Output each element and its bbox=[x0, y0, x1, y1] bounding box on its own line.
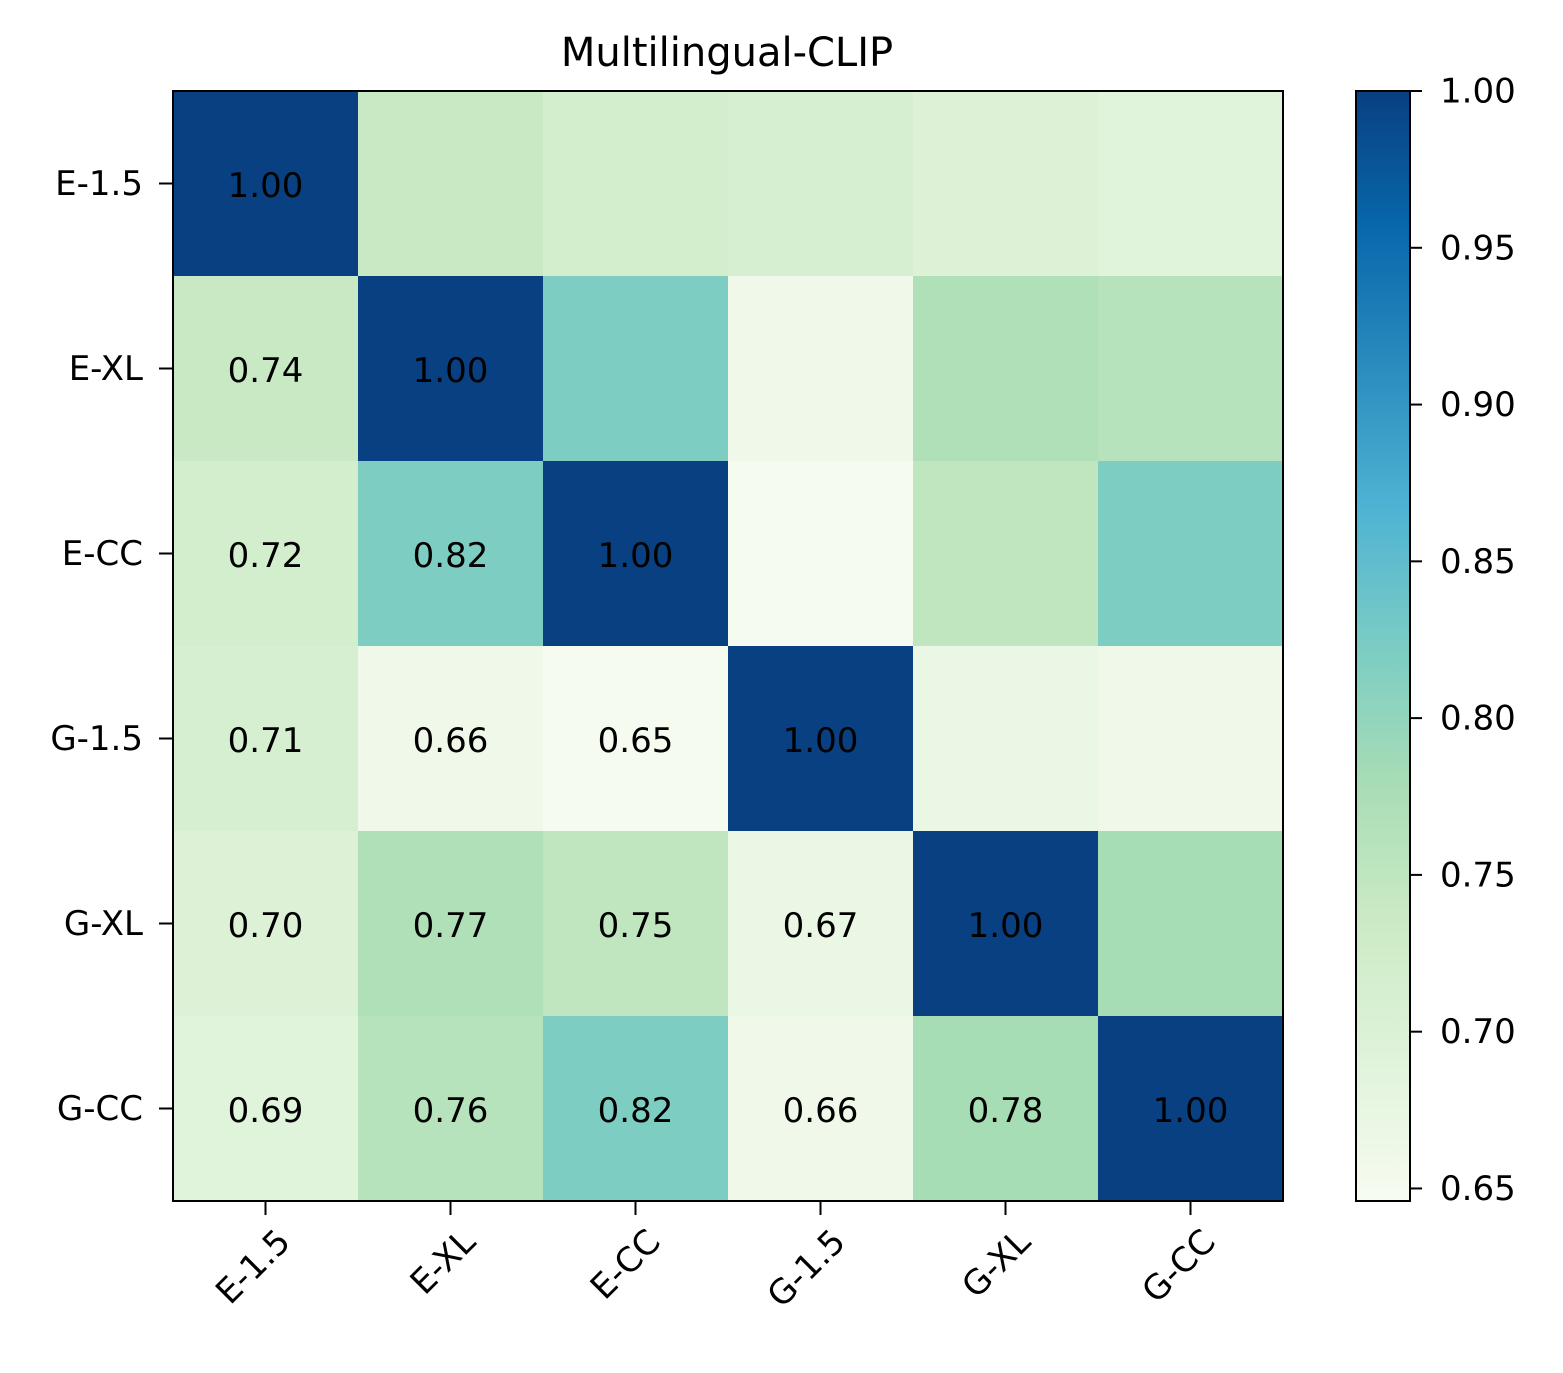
heatmap-cell bbox=[358, 831, 544, 1017]
colorbar-tick-label: 0.95 bbox=[1440, 228, 1516, 268]
heatmap-cell bbox=[173, 831, 359, 1017]
cell-value-label: 0.66 bbox=[413, 721, 489, 761]
heatmap-cell bbox=[913, 646, 1099, 832]
heatmap-cell bbox=[1098, 461, 1284, 647]
heatmap-cell bbox=[543, 276, 729, 462]
heatmap-cell bbox=[1098, 91, 1284, 277]
heatmap-cell bbox=[543, 646, 729, 832]
cell-value-label: 0.76 bbox=[413, 1091, 489, 1131]
heatmap-cell bbox=[1098, 276, 1284, 462]
cell-value-label: 1.00 bbox=[1153, 1091, 1229, 1131]
x-tick-label: G-1.5 bbox=[760, 1222, 854, 1316]
heatmap-cell bbox=[913, 831, 1099, 1017]
cell-value-label: 0.78 bbox=[968, 1091, 1044, 1131]
x-tick-label: E-CC bbox=[583, 1222, 669, 1308]
cell-value-label: 1.00 bbox=[783, 721, 859, 761]
y-tick-label: E-1.5 bbox=[55, 164, 143, 204]
heatmap-cell bbox=[1098, 1016, 1284, 1202]
heatmap-cell bbox=[913, 1016, 1099, 1202]
heatmap-cell bbox=[173, 646, 359, 832]
y-tick-label: G-1.5 bbox=[50, 719, 143, 759]
heatmap-cell bbox=[543, 461, 729, 647]
cell-value-label: 0.72 bbox=[228, 536, 304, 576]
colorbar-tick-label: 0.65 bbox=[1440, 1169, 1516, 1209]
cell-value-label: 0.82 bbox=[413, 536, 489, 576]
y-tick-label: E-XL bbox=[69, 349, 143, 389]
heatmap-cell bbox=[1098, 646, 1284, 832]
heatmap-cell bbox=[913, 461, 1099, 647]
heatmap-cell bbox=[543, 831, 729, 1017]
y-tick-label: G-CC bbox=[57, 1089, 143, 1129]
x-tick-label: E-1.5 bbox=[208, 1222, 298, 1312]
heatmap-annotations: 1.00 0.74 1.00 0.72 0.82 1.00 0.71 0.66 0.65 1.00… bbox=[228, 166, 1229, 1131]
x-tick-label: E-XL bbox=[403, 1222, 484, 1303]
heatmap-cell bbox=[358, 1016, 544, 1202]
heatmap-cell bbox=[543, 1016, 729, 1202]
cell-value-label: 0.66 bbox=[783, 1091, 859, 1131]
heatmap-cell bbox=[173, 1016, 359, 1202]
colorbar-tick-label: 1.00 bbox=[1440, 72, 1516, 112]
plot-frame bbox=[172, 90, 1284, 1202]
heatmap-cell bbox=[543, 91, 729, 277]
colorbar-gradient bbox=[1355, 90, 1411, 1202]
heatmap-cell bbox=[728, 831, 914, 1017]
heatmap-cell bbox=[358, 461, 544, 647]
cell-value-label: 0.70 bbox=[228, 906, 304, 946]
y-tick-label: E-CC bbox=[62, 534, 143, 574]
heatmap-cell bbox=[913, 91, 1099, 277]
heatmap-cell bbox=[1098, 831, 1284, 1017]
heatmap-cell bbox=[358, 276, 544, 462]
cell-value-label: 0.69 bbox=[228, 1091, 304, 1131]
heatmap-cell bbox=[173, 276, 359, 462]
cell-value-label: 0.65 bbox=[598, 721, 674, 761]
colorbar-tick-label: 0.70 bbox=[1440, 1012, 1516, 1052]
colorbar: 0.65 0.70 0.75 0.80 0.85 0.90 0.95 1.00 bbox=[1355, 72, 1516, 1209]
cell-value-label: 0.74 bbox=[228, 351, 304, 391]
colorbar-tick-label: 0.80 bbox=[1440, 699, 1516, 739]
heatmap-cell bbox=[728, 646, 914, 832]
heatmap-cell bbox=[173, 91, 359, 277]
heatmap-cell bbox=[728, 461, 914, 647]
cell-value-label: 0.82 bbox=[598, 1091, 674, 1131]
cell-value-label: 0.71 bbox=[228, 721, 304, 761]
cell-value-label: 0.75 bbox=[598, 906, 674, 946]
heatmap-cell bbox=[173, 461, 359, 647]
colorbar-tick-label: 0.90 bbox=[1440, 385, 1516, 425]
cell-value-label: 0.67 bbox=[783, 906, 859, 946]
colorbar-tick-label: 0.75 bbox=[1440, 855, 1516, 895]
x-tick-label: G-CC bbox=[1134, 1222, 1223, 1311]
heatmap-cell bbox=[728, 276, 914, 462]
heatmap-cell bbox=[913, 276, 1099, 462]
x-tick-label: G-XL bbox=[954, 1222, 1038, 1306]
y-tick-label: G-XL bbox=[64, 904, 143, 944]
cell-value-label: 1.00 bbox=[598, 536, 674, 576]
cell-value-label: 1.00 bbox=[413, 351, 489, 391]
heatmap-cell bbox=[358, 646, 544, 832]
cell-value-label: 1.00 bbox=[228, 166, 304, 206]
cell-value-label: 0.77 bbox=[413, 906, 489, 946]
heatmap-cell bbox=[358, 91, 544, 277]
cell-value-label: 1.00 bbox=[968, 906, 1044, 946]
heatmap-cells bbox=[173, 91, 1284, 1202]
colorbar-tick-label: 0.85 bbox=[1440, 542, 1516, 582]
chart-title: Multilingual-CLIP bbox=[561, 30, 893, 76]
heatmap-cell bbox=[728, 91, 914, 277]
heatmap-cell bbox=[728, 1016, 914, 1202]
